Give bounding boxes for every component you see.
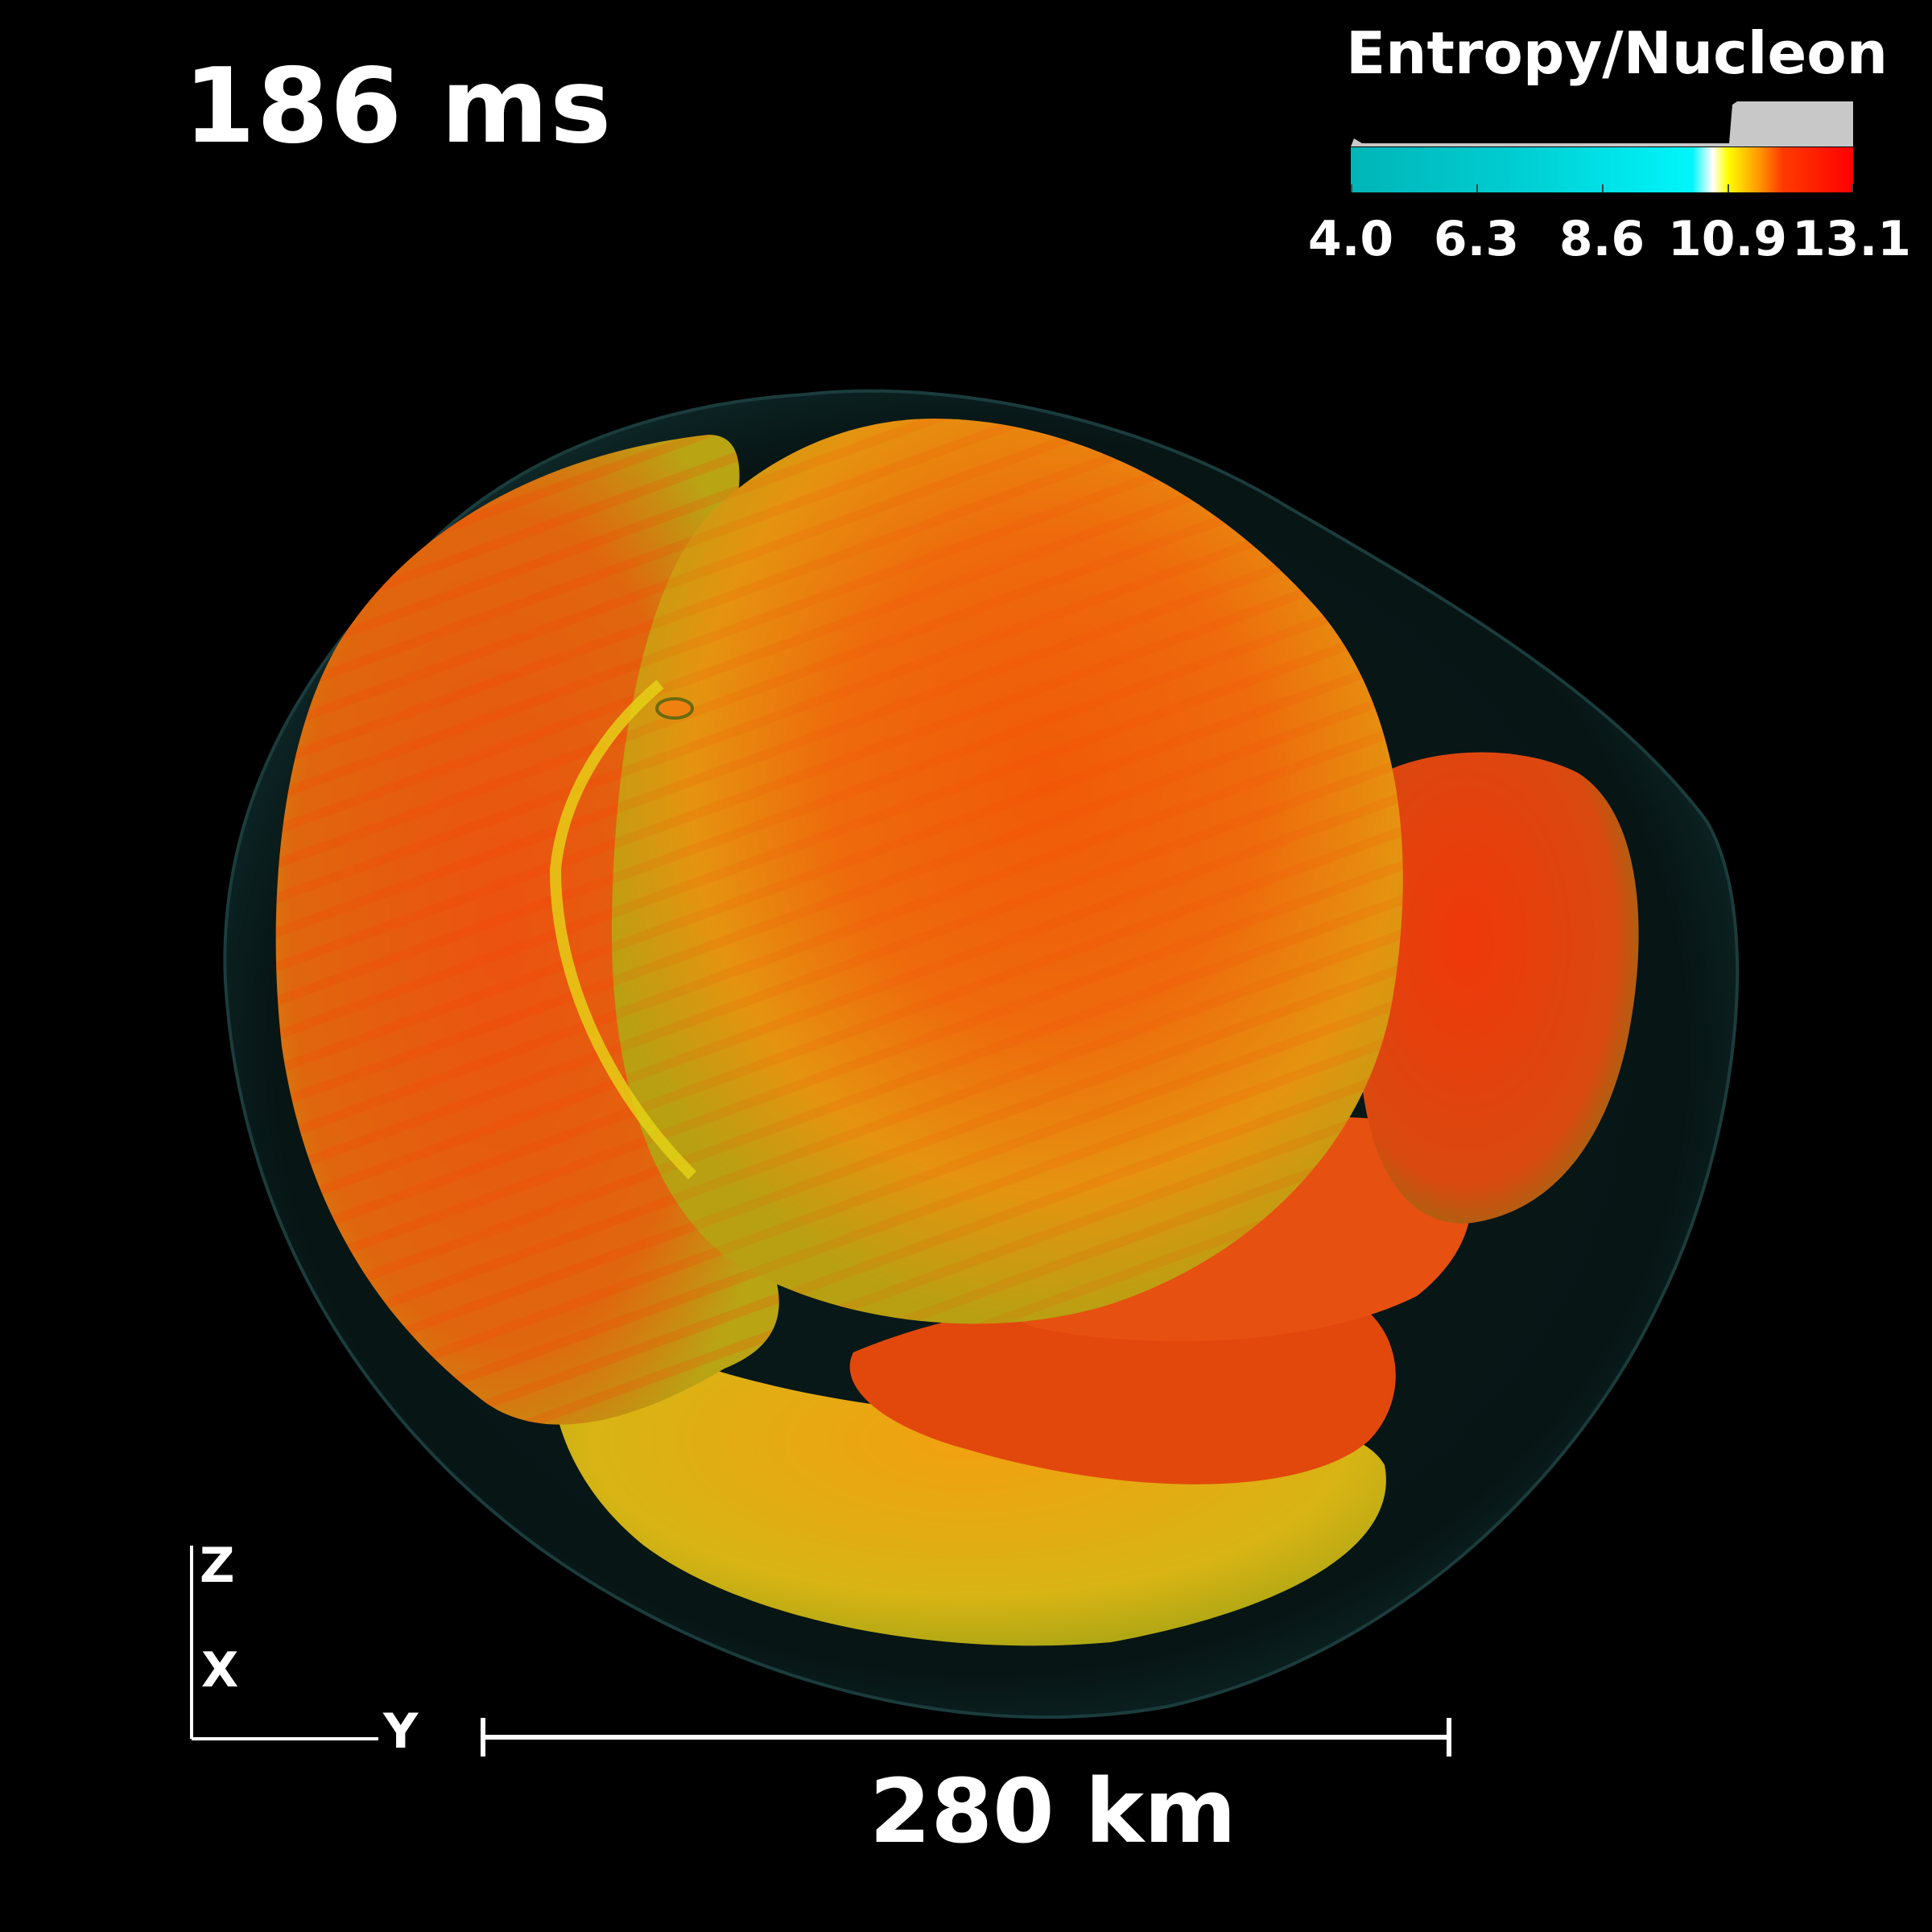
fold-ridge [549,679,696,1179]
right-lobe [1352,752,1639,1224]
colorbar-tick-label: 10.9 [1667,211,1788,267]
colorbar-tick-label: 8.6 [1558,211,1645,267]
colorbar-title: Entropy/Nucleon [1346,19,1889,87]
colorbar-tick-label: 6.3 [1433,211,1520,267]
colorbar-tick [1602,184,1604,192]
time-label: 186 ms [184,47,613,167]
colorbar-tick [1728,184,1729,192]
colorbar-tick [1351,184,1352,192]
colorbar-tick-label: 4.0 [1307,211,1394,267]
axis-label-y: Y [383,1703,419,1760]
colorbar-histogram [1351,101,1853,147]
axis-label-x: X [201,1642,239,1699]
small-hole [655,697,694,720]
colorbar-tick [1476,184,1478,192]
bottom-lobe [551,1304,1386,1646]
colorbar-tick-label: 13.1 [1791,211,1912,267]
axis-label-z: Z [200,1538,235,1594]
colorbar-tick [1852,184,1853,192]
scale-bar-label: 280 km [869,1760,1236,1863]
